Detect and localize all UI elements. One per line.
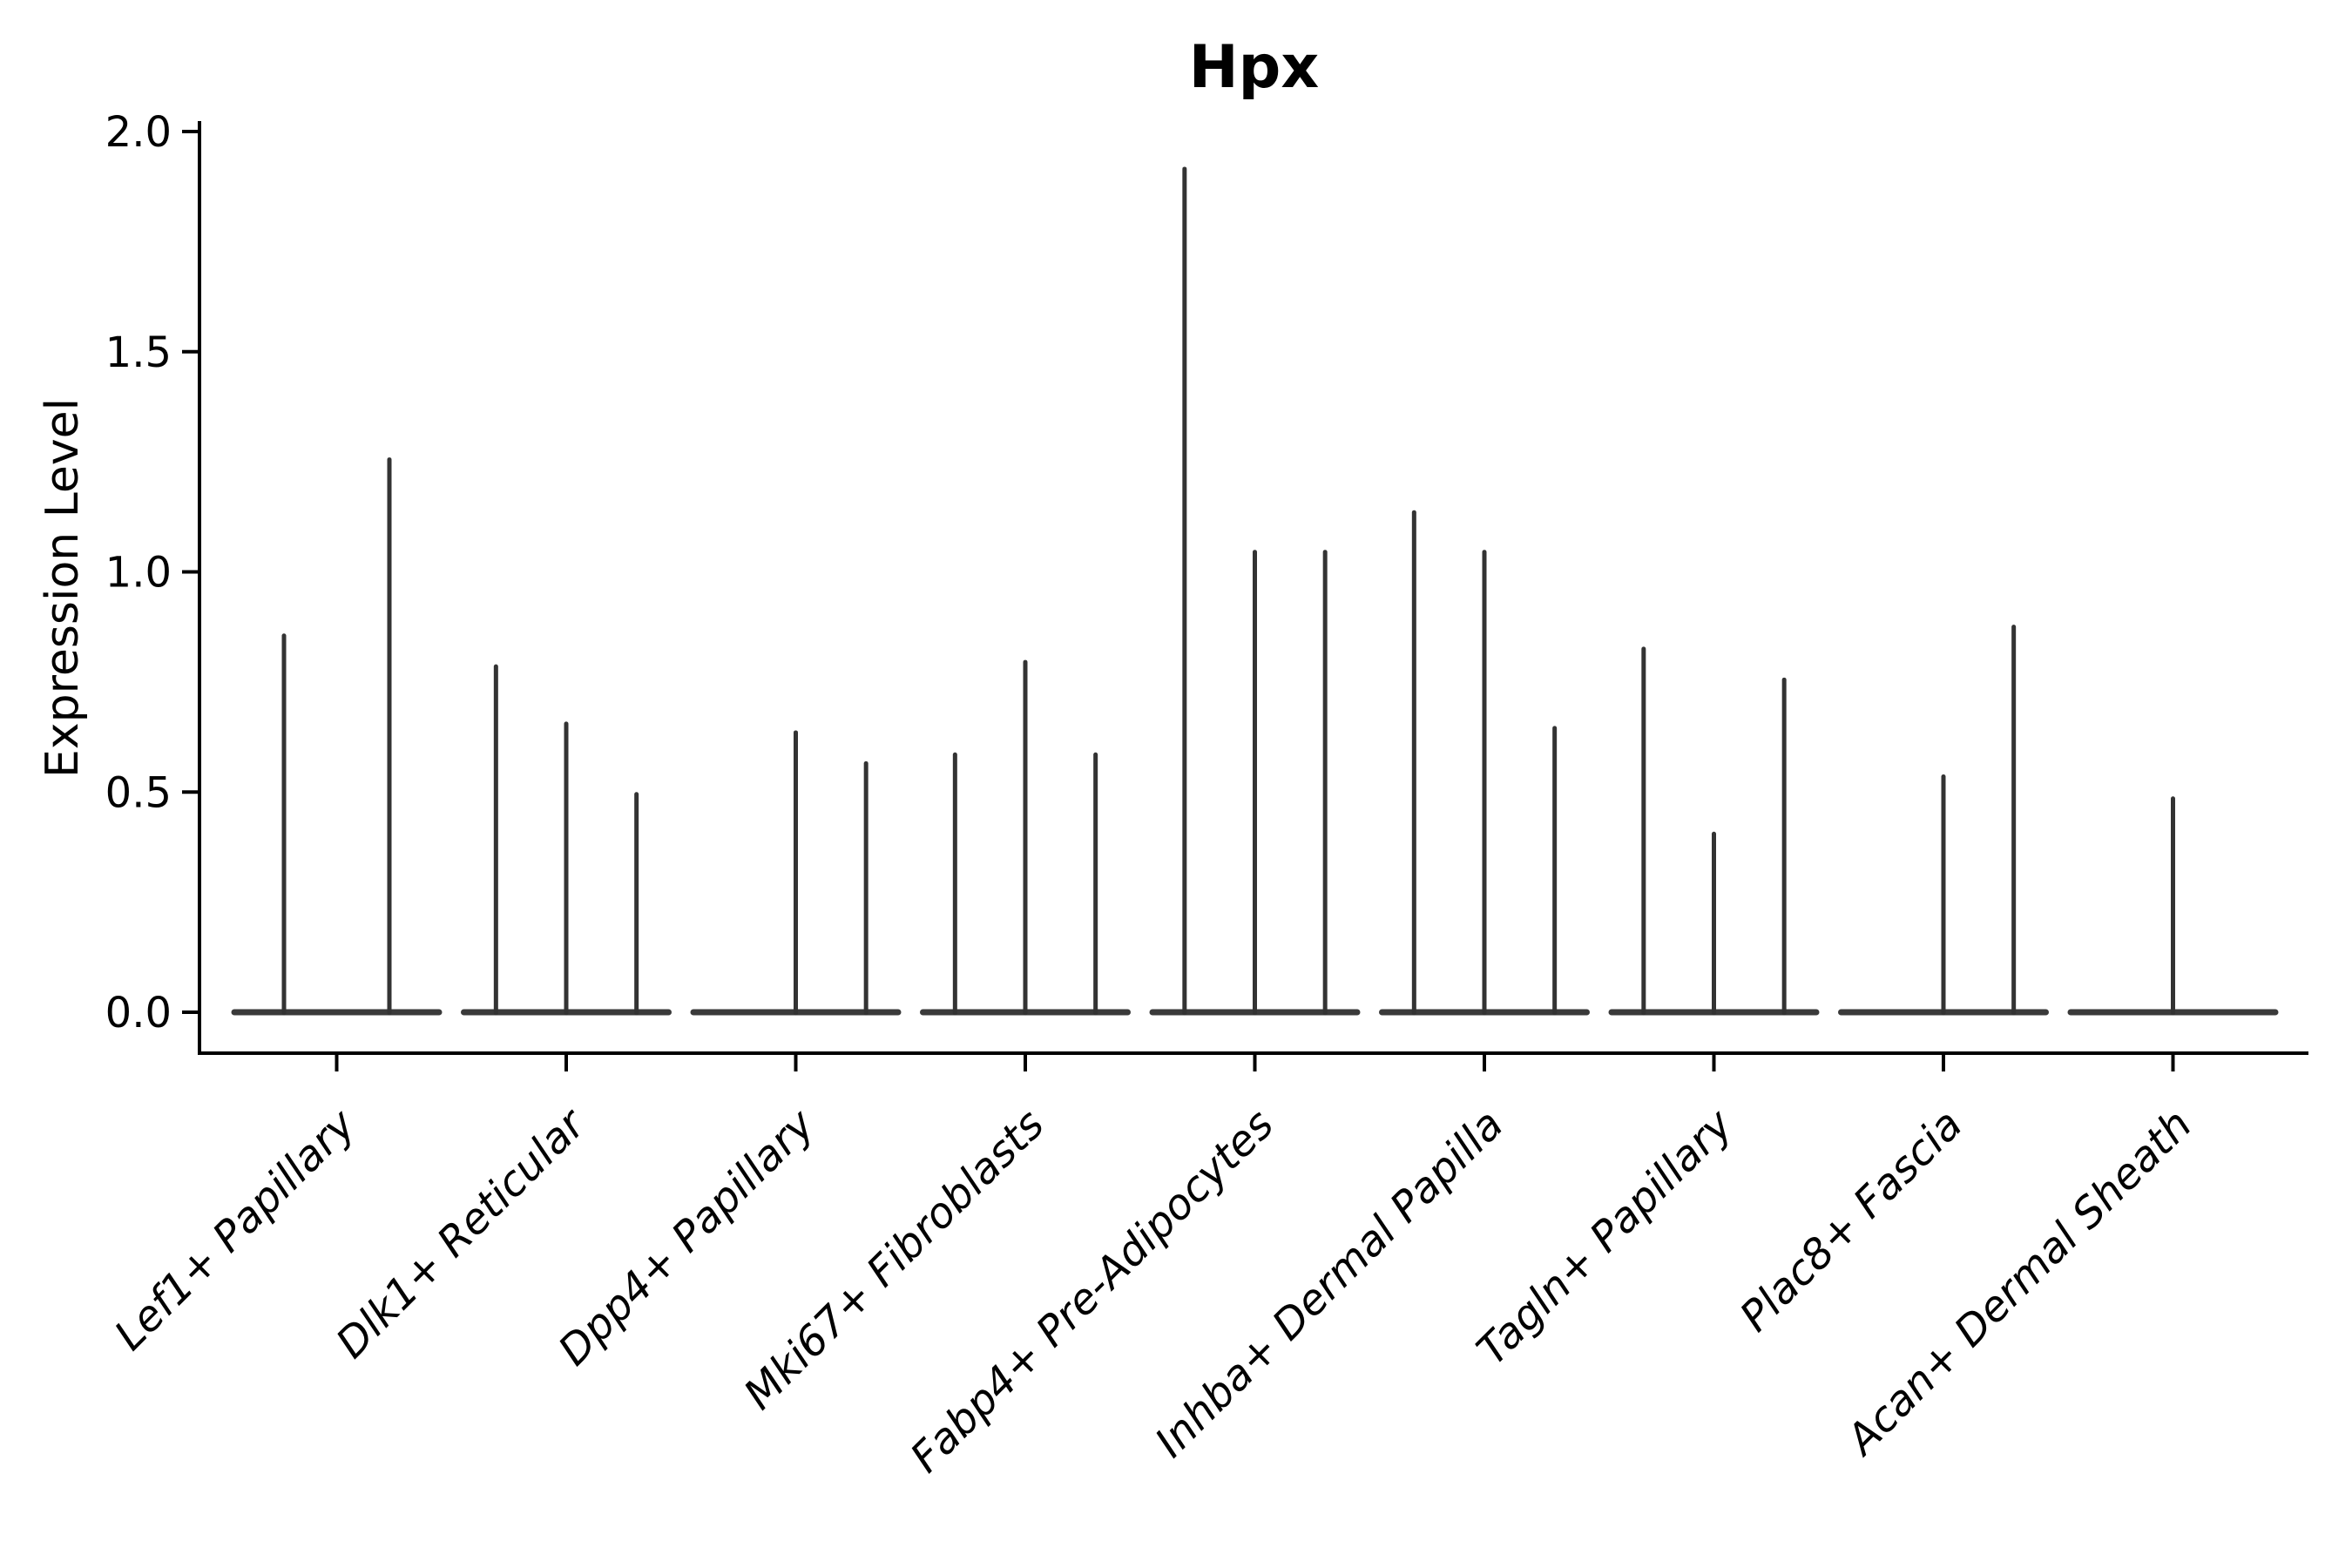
violin-spike [863, 760, 868, 1016]
violin-spike [794, 730, 798, 1016]
chart-title: Hpx [1188, 33, 1320, 102]
x-tick-label: Dpp4+ Papillary [549, 1099, 824, 1375]
violin-spike [1411, 510, 1416, 1016]
y-tick-label: 1.5 [105, 328, 172, 377]
violin-spike [1712, 831, 1716, 1016]
violin-spike [1322, 550, 1328, 1016]
violin-spike [1781, 677, 1787, 1016]
violin-spike [1941, 774, 1946, 1016]
violin-spike [1482, 550, 1487, 1016]
violin-spike [1023, 659, 1028, 1016]
y-tick-label: 1.0 [105, 549, 172, 598]
y-tick-label: 0.5 [105, 768, 172, 817]
violin-spike [1253, 550, 1257, 1016]
x-tick-label: Plac8+ Fascia [1731, 1100, 1972, 1342]
y-tick-label: 2.0 [105, 108, 172, 157]
violin-spike [493, 664, 498, 1016]
violin-spike [1641, 646, 1646, 1016]
x-tick-label: Lef1+ Papillary [105, 1099, 366, 1360]
violin-spike [387, 457, 392, 1016]
x-tick-label: Dlk1+ Reticular [327, 1098, 597, 1369]
violin-spike [1182, 166, 1187, 1016]
violin-spike [1552, 726, 1558, 1016]
violin-spike [952, 752, 957, 1016]
violin-spike [634, 792, 639, 1016]
y-tick-label: 0.0 [105, 989, 172, 1037]
violin-spike [2171, 796, 2175, 1016]
violin-spike [1093, 752, 1098, 1016]
violin-baseline [231, 1009, 443, 1016]
violin-spike [564, 721, 569, 1016]
x-tick-label: Fabp4+ Pre-Adipocytes [901, 1100, 1283, 1483]
violin-spike [281, 633, 287, 1016]
violin-spike [2011, 625, 2017, 1016]
x-tick-label: Tagln+ Papillary [1468, 1099, 1743, 1375]
